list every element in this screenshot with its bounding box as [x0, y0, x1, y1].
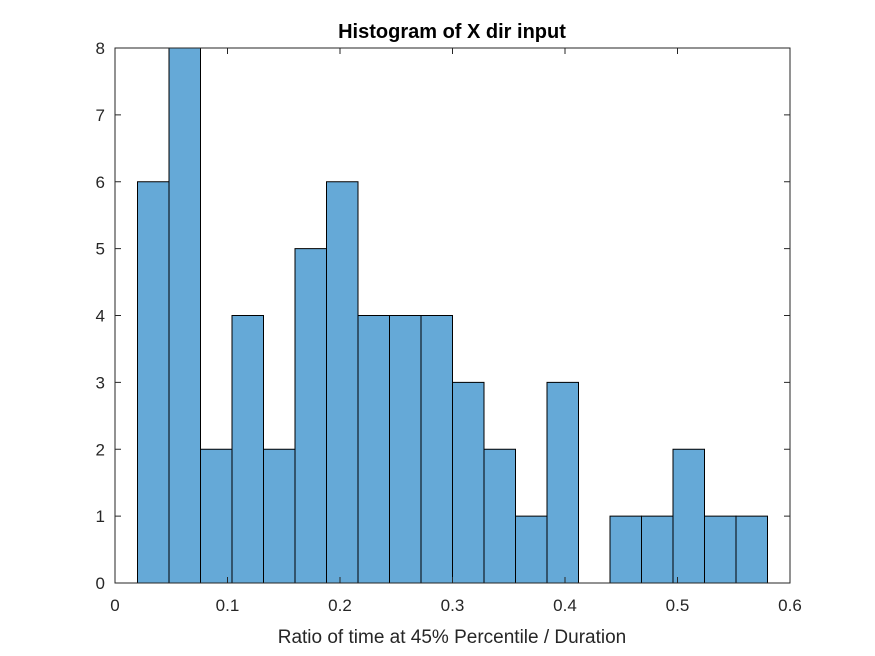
- histogram-bar: [168, 47, 201, 584]
- y-tick-label: 4: [96, 307, 105, 326]
- tick-labels-group: 0 0.1 0.2 0.3 0.4 0.5 0.6 0 1 2 3 4 5 6 7 8: [96, 39, 802, 615]
- histogram-bar: [546, 381, 579, 584]
- y-tick-label: 0: [96, 574, 105, 593]
- bars-group: [137, 47, 768, 584]
- histogram-bar: [231, 315, 264, 584]
- histogram-bar: [704, 515, 737, 584]
- histogram-bar: [389, 315, 422, 584]
- y-tick-label: 8: [96, 39, 105, 58]
- plot-box: [114, 47, 791, 584]
- chart-title: Histogram of X dir input: [338, 21, 566, 43]
- x-tick-label: 0: [110, 596, 119, 615]
- histogram-bar: [672, 448, 705, 584]
- y-tick-label: 5: [96, 240, 105, 259]
- y-tick-label: 1: [96, 507, 105, 526]
- histogram-bar: [294, 248, 327, 584]
- x-tick-label: 0.6: [778, 596, 802, 615]
- x-tick-label: 0.3: [441, 596, 465, 615]
- histogram-bar: [483, 448, 516, 584]
- histogram-bar: [420, 315, 453, 584]
- histogram-bar: [263, 448, 296, 584]
- histogram-bar: [326, 181, 359, 584]
- histogram-bar: [200, 448, 233, 584]
- histogram-bar: [137, 181, 170, 584]
- x-tick-label: 0.1: [216, 596, 240, 615]
- x-axis-label: Ratio of time at 45% Percentile / Durati…: [278, 627, 627, 648]
- histogram-bar: [641, 515, 674, 584]
- y-tick-label: 7: [96, 106, 105, 125]
- x-tick-label: 0.2: [328, 596, 352, 615]
- histogram-bar: [357, 315, 390, 584]
- y-tick-label: 6: [96, 173, 105, 192]
- x-tick-label: 0.4: [553, 596, 577, 615]
- histogram-bar: [452, 381, 485, 584]
- x-tick-label: 0.5: [666, 596, 690, 615]
- histogram-bar: [609, 515, 642, 584]
- y-tick-label: 2: [96, 440, 105, 459]
- y-tick-label: 3: [96, 373, 105, 392]
- histogram-bar: [515, 515, 548, 584]
- histogram-bar: [735, 515, 768, 584]
